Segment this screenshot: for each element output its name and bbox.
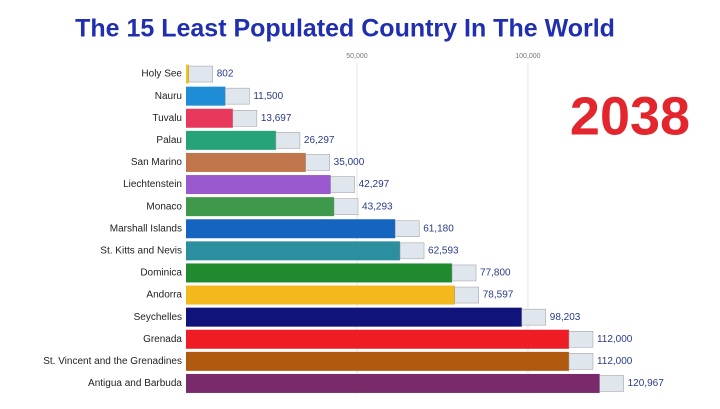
value-label: 13,697: [261, 113, 292, 124]
value-label: 112,000: [597, 334, 633, 345]
bar: [186, 219, 396, 239]
value-label: 802: [217, 69, 234, 80]
flag: [599, 375, 624, 392]
bar: [186, 285, 455, 305]
y-tick-label: Antigua and Barbuda: [88, 378, 182, 389]
x-tick-label: 100,000: [515, 53, 540, 60]
bar: [186, 241, 401, 261]
y-tick-label: Nauru: [155, 91, 182, 102]
bar: [186, 108, 233, 128]
y-tick-label: Andorra: [146, 290, 182, 301]
y-tick-label: Monaco: [146, 201, 182, 212]
bar: [186, 263, 453, 283]
bar: [186, 197, 335, 217]
bar: [186, 152, 306, 172]
y-tick-label: Holy See: [141, 69, 182, 80]
value-label: 112,000: [597, 356, 633, 367]
value-label: 98,203: [550, 312, 581, 323]
flag: [225, 87, 250, 105]
flag: [451, 264, 477, 282]
x-tick-label: 50,000: [346, 53, 368, 60]
value-label: 62,593: [428, 245, 459, 256]
y-tick-label: Seychelles: [134, 312, 182, 323]
y-tick-label: St. Kitts and Nevis: [100, 245, 182, 256]
flag: [232, 110, 258, 127]
flag: [394, 220, 420, 237]
flag: [188, 65, 213, 83]
bar: [186, 130, 276, 150]
bar: [186, 64, 189, 84]
flag: [568, 331, 594, 348]
value-label: 61,180: [423, 223, 454, 234]
y-tick-label: San Marino: [131, 157, 183, 168]
value-label: 120,967: [628, 378, 665, 389]
value-label: 26,297: [304, 135, 335, 146]
y-tick-label: Marshall Islands: [110, 223, 182, 234]
value-label: 35,000: [334, 157, 365, 168]
value-label: 78,597: [483, 290, 514, 301]
value-label: 77,800: [480, 268, 511, 279]
flag: [275, 132, 301, 149]
y-tick-label: Tuvalu: [152, 113, 182, 124]
bar: [186, 329, 569, 349]
bar: [186, 175, 331, 195]
flag: [454, 286, 480, 304]
flag: [305, 154, 330, 171]
chart-title: The 15 Least Populated Country In The Wo…: [75, 15, 615, 43]
y-tick-label: Dominica: [140, 268, 182, 279]
flag: [333, 198, 359, 215]
y-tick-label: Liechtenstein: [123, 179, 182, 190]
bar: [186, 373, 600, 393]
flag: [330, 176, 355, 193]
y-tick-label: Palau: [156, 135, 182, 146]
value-label: 42,297: [359, 179, 390, 190]
flag: [399, 242, 425, 260]
year-annotation: 2038: [570, 86, 690, 146]
flag: [568, 353, 594, 370]
value-label: 11,500: [253, 91, 283, 102]
bar: [186, 86, 226, 106]
bar: [186, 351, 569, 371]
value-label: 43,293: [362, 201, 393, 212]
flag: [521, 308, 547, 326]
y-tick-label: St. Vincent and the Grenadines: [43, 356, 182, 367]
y-tick-label: Grenada: [143, 334, 182, 345]
bar: [186, 307, 522, 327]
